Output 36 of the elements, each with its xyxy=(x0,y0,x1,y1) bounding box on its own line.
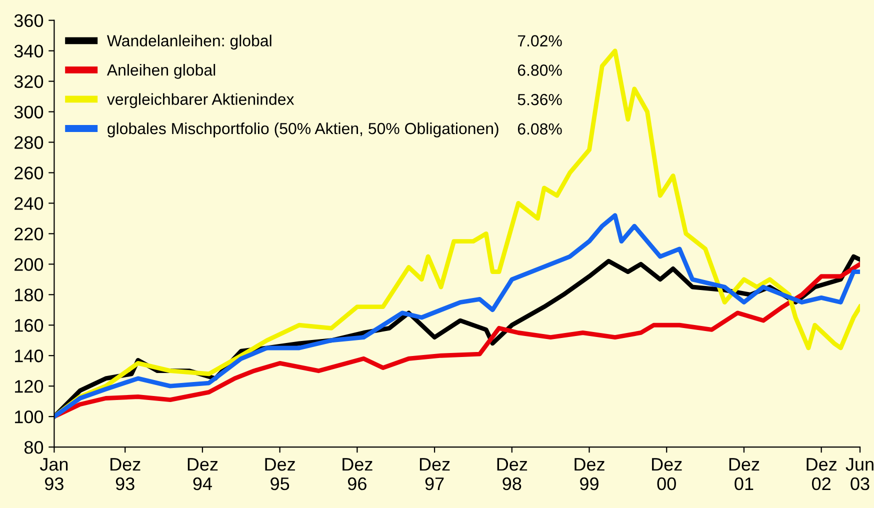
y-tick-label: 280 xyxy=(14,136,44,149)
x-tick-label: Dez 96 xyxy=(342,458,372,490)
annotation: 6.80% xyxy=(518,64,562,76)
y-tick-label: 120 xyxy=(15,380,44,393)
y-tick-label: 240 xyxy=(14,197,44,210)
annotation: 5.36% xyxy=(518,94,562,106)
y-tick-label: 80 xyxy=(24,440,44,454)
y-tick-label: 180 xyxy=(15,288,44,302)
legend-label: Wandelanleihen: global xyxy=(106,34,272,50)
annotation: 7.02% xyxy=(518,35,562,46)
x-tick-label: Dez 99 xyxy=(574,458,604,490)
x-tick-label: Jun 03 xyxy=(846,458,874,490)
line-series xyxy=(54,213,860,419)
y-tick-label: 360 xyxy=(14,14,44,28)
legend-label: Anleihen global xyxy=(106,64,216,79)
legend-label: globales Mischportfolio (50% Aktien, 50% Obligationen) xyxy=(108,122,498,138)
x-tick-label: Dez 95 xyxy=(265,458,295,490)
y-tick-label: 300 xyxy=(14,106,44,118)
y-tick-label: 200 xyxy=(14,258,44,271)
y-tick-label: 160 xyxy=(15,319,44,332)
x-tick-label: Dez 01 xyxy=(729,458,760,490)
y-tick-label: 320 xyxy=(14,75,44,88)
x-tick-label: Dez 93 xyxy=(110,458,140,490)
y-tick-label: 260 xyxy=(14,166,44,180)
legend-label: vergleichbarer Aktienindex xyxy=(106,93,294,108)
x-tick-label: Dez 98 xyxy=(497,458,528,490)
x-tick-label: Dez 94 xyxy=(188,458,218,490)
annotation: 6.08% xyxy=(518,123,562,135)
y-tick-label: 220 xyxy=(14,228,44,240)
y-tick-label: 140 xyxy=(15,350,44,362)
x-tick-label: Dez 02 xyxy=(806,458,836,490)
x-tick-label: Dez 97 xyxy=(420,458,450,490)
x-tick-label: Dez 00 xyxy=(652,458,682,490)
x-tick-label: Jan 93 xyxy=(40,458,68,490)
y-tick-label: 100 xyxy=(15,410,44,424)
y-tick-label: 340 xyxy=(14,44,44,58)
